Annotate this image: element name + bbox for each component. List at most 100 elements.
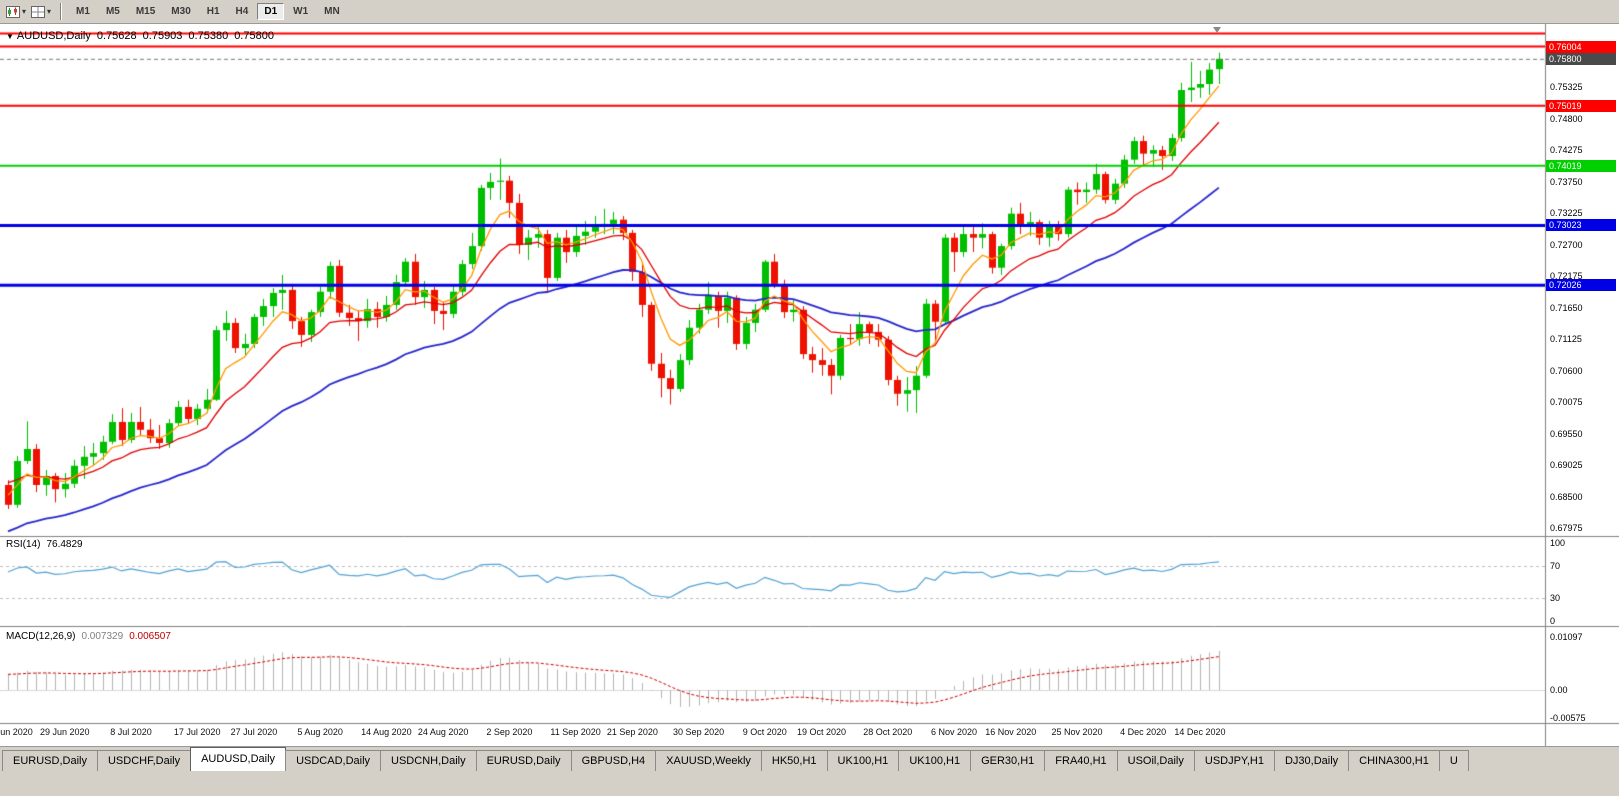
date-tick-label: 9 Oct 2020 <box>742 727 787 737</box>
timeframe-button-m15[interactable]: M15 <box>135 6 156 17</box>
axis-tick-label: -0.00575 <box>1550 712 1586 723</box>
date-tick-label: 5 Aug 2020 <box>297 727 343 737</box>
chart-tab-13[interactable]: USOil,Daily <box>1116 750 1195 771</box>
date-tick-label: 29 Jun 2020 <box>39 727 90 737</box>
axis-tick-label: 0.73225 <box>1550 208 1583 219</box>
timeframe-button-h1[interactable]: H1 <box>206 6 220 17</box>
axis-tick-label: 0.67975 <box>1550 523 1583 534</box>
chart-shift-marker-icon <box>1213 27 1221 33</box>
date-tick-label: 28 Oct 2020 <box>863 727 913 737</box>
price-line-badge: 0.75800 <box>1546 52 1616 65</box>
macd-signal-value: 0.006507 <box>129 631 171 642</box>
axis-tick-label: 100 <box>1550 538 1566 548</box>
axis-tick-label: 0.72175 <box>1550 271 1583 282</box>
chart-tab-11[interactable]: GER30,H1 <box>970 750 1046 771</box>
date-tick-label: 17 Jul 2020 <box>173 727 221 737</box>
timeframe-button-h4[interactable]: H4 <box>235 6 249 17</box>
open-value: 0.75628 <box>96 30 137 42</box>
macd-label: MACD(12,26,9) 0.007329 0.006507 <box>6 631 171 642</box>
timeframe-button-m5[interactable]: M5 <box>105 6 120 17</box>
symbol-period-label: AUDUSD,Daily <box>16 30 91 42</box>
chart-tab-5[interactable]: EURUSD,Daily <box>475 750 572 771</box>
chart-tab-9[interactable]: UK100,H1 <box>826 750 900 771</box>
price-line-badge: 0.73023 <box>1546 219 1616 232</box>
axis-tick-label: 0.69025 <box>1550 460 1583 471</box>
timeframe-button-m30[interactable]: M30 <box>171 6 191 17</box>
close-value: 0.75800 <box>234 30 274 42</box>
axis-tick-label: 0.75325 <box>1550 82 1583 93</box>
price-line-badge: 0.74019 <box>1546 159 1616 172</box>
chart-canvas[interactable] <box>0 24 1619 746</box>
rsi-name: RSI(14) <box>6 539 41 550</box>
axis-tick-label: 0.73750 <box>1550 176 1583 187</box>
rsi-label: RSI(14) 76.4829 <box>6 539 83 550</box>
axis-tick-label: 0.72700 <box>1550 239 1583 250</box>
axis-tick-label: 0.74275 <box>1550 145 1583 156</box>
chart-tab-1[interactable]: USDCHF,Daily <box>96 750 192 771</box>
chart-tab-bar: EURUSD,Daily USDCHF,Daily AUDUSD,Daily USDC… <box>0 746 1619 771</box>
date-tick-label: 2 Sep 2020 <box>486 727 533 737</box>
macd-name: MACD(12,26,9) <box>6 631 76 642</box>
chart-tab-6[interactable]: GBPUSD,H4 <box>570 750 657 771</box>
chart-tab-2[interactable]: AUDUSD,Daily <box>190 747 287 771</box>
price-line-badge: 0.75019 <box>1546 99 1616 112</box>
timeframe-buttons: M1 M5 M15 M30 H1 H4 D1 W1 MN <box>68 3 348 20</box>
axis-tick-label: 0.69550 <box>1550 428 1583 439</box>
symbol-menu-icon: ▼ <box>6 32 14 41</box>
timeframe-button-mn[interactable]: MN <box>324 6 340 17</box>
axis-tick-label: 30 <box>1550 592 1561 603</box>
date-tick-label: 24 Aug 2020 <box>417 727 469 737</box>
chart-tab-14[interactable]: USDJPY,H1 <box>1193 750 1275 771</box>
date-tick-label: 14 Dec 2020 <box>1174 727 1226 737</box>
date-tick-label: 11 Sep 2020 <box>550 727 601 737</box>
date-tick-label: 25 Nov 2020 <box>1051 727 1103 737</box>
low-value: 0.75380 <box>188 30 229 42</box>
axis-tick-label: 0.70075 <box>1550 397 1583 408</box>
chart-grid-dropdown-icon[interactable]: ▾ <box>47 7 52 16</box>
chart-tab-15[interactable]: DJ30,Daily <box>1273 750 1350 771</box>
date-tick-label: 30 Sep 2020 <box>673 727 725 737</box>
axis-tick-label: 0.68500 <box>1550 491 1583 502</box>
timeframe-button-m1[interactable]: M1 <box>76 6 90 17</box>
chart-tab-4[interactable]: USDCNH,Daily <box>380 750 477 771</box>
date-tick-label: 6 Nov 2020 <box>930 727 978 737</box>
timeframe-button-d1[interactable]: D1 <box>257 3 285 20</box>
axis-tick-label: 70 <box>1550 561 1561 572</box>
axis-tick-label: 0.01097 <box>1550 632 1583 642</box>
chart-tab-3[interactable]: USDCAD,Daily <box>285 750 382 771</box>
date-tick-label: 27 Jul 2020 <box>230 727 278 737</box>
date-tick-label: 14 Aug 2020 <box>361 727 412 737</box>
chart-window-dropdown-icon[interactable]: ▾ <box>22 7 27 16</box>
price-axis[interactable]: 0.76004 0.75019 0.74019 0.73023 0.72026 0.758… <box>1545 24 1619 746</box>
high-value: 0.75903 <box>142 30 183 42</box>
toolbar-separator <box>60 3 63 20</box>
axis-tick-label: 0.71650 <box>1550 302 1583 313</box>
chart-ohlc-header: ▼ AUDUSD,Daily 0.75628 0.75903 0.75380 0.7580… <box>6 30 274 42</box>
chart-tab-17[interactable]: U <box>1438 750 1469 771</box>
date-tick-label: 19 Jun 2020 <box>0 727 33 737</box>
date-tick-label: 16 Nov 2020 <box>985 727 1037 737</box>
date-tick-label: 8 Jul 2020 <box>110 727 152 737</box>
date-tick-label: 4 Dec 2020 <box>1120 727 1167 737</box>
timeframe-toolbar: ▾ ▾ M1 M5 M15 M30 H1 H4 D1 W1 MN <box>0 0 1619 24</box>
chart-window-icon[interactable] <box>4 5 22 19</box>
timeframe-button-w1[interactable]: W1 <box>293 6 309 17</box>
date-tick-label: 21 Sep 2020 <box>606 727 658 737</box>
chart-grid-icon[interactable] <box>29 5 47 19</box>
axis-tick-label: 0 <box>1550 616 1556 626</box>
chart-tab-16[interactable]: CHINA300,H1 <box>1348 750 1440 771</box>
chart-tab-7[interactable]: XAUUSD,Weekly <box>655 750 762 771</box>
chart-tab-10[interactable]: UK100,H1 <box>898 750 972 771</box>
chart-tab-12[interactable]: FRA40,H1 <box>1044 750 1118 771</box>
rsi-value: 76.4829 <box>46 539 83 550</box>
macd-main-value: 0.007329 <box>81 631 124 642</box>
axis-tick-label: 0.70600 <box>1550 365 1583 376</box>
time-axis[interactable]: 19 Jun 2020 29 Jun 2020 8 Jul 2020 17 Jul 2… <box>0 724 1545 746</box>
chart-tab-0[interactable]: EURUSD,Daily <box>2 750 98 771</box>
axis-tick-label: 0.00 <box>1550 685 1568 695</box>
chart-tab-8[interactable]: HK50,H1 <box>760 750 828 771</box>
axis-tick-label: 0.74800 <box>1550 113 1583 124</box>
price-line-badge: 0.76004 <box>1546 40 1616 53</box>
price-line-badge: 0.72026 <box>1546 279 1616 292</box>
